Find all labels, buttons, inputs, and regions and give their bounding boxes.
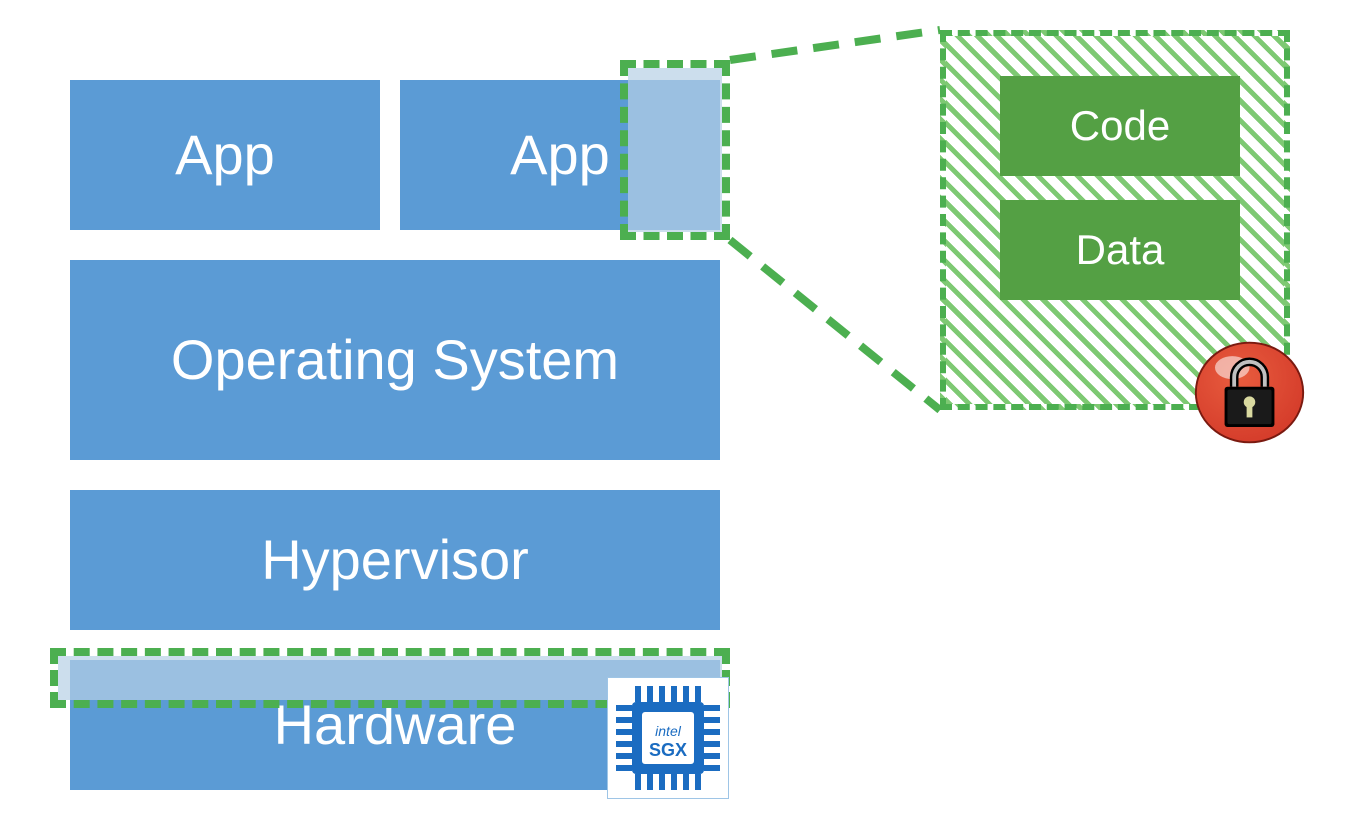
stack-label-hypervisor: Hypervisor [261, 529, 529, 591]
lock-icon [1192, 335, 1307, 450]
enclave-block-data: Data [1000, 200, 1240, 300]
enclave-highlight-app2 [620, 60, 730, 240]
enclave-block-code: Code [1000, 76, 1240, 176]
sgx-label-bottom: SGX [649, 740, 687, 760]
enclave-label-data: Data [1076, 226, 1165, 274]
sgx-chip-icon: intel SGX [608, 678, 728, 798]
stack-block-os: Operating System [70, 260, 720, 460]
stack-block-app1: App [70, 80, 380, 230]
stack-label-app2: App [510, 124, 610, 186]
callout-line-top [730, 30, 940, 60]
callout-line-bottom [730, 240, 940, 410]
enclave-label-code: Code [1070, 102, 1170, 150]
sgx-label-top: intel [655, 723, 682, 739]
stack-label-app1: App [175, 124, 275, 186]
stack-block-hypervisor: Hypervisor [70, 490, 720, 630]
stack-label-os: Operating System [171, 329, 619, 391]
